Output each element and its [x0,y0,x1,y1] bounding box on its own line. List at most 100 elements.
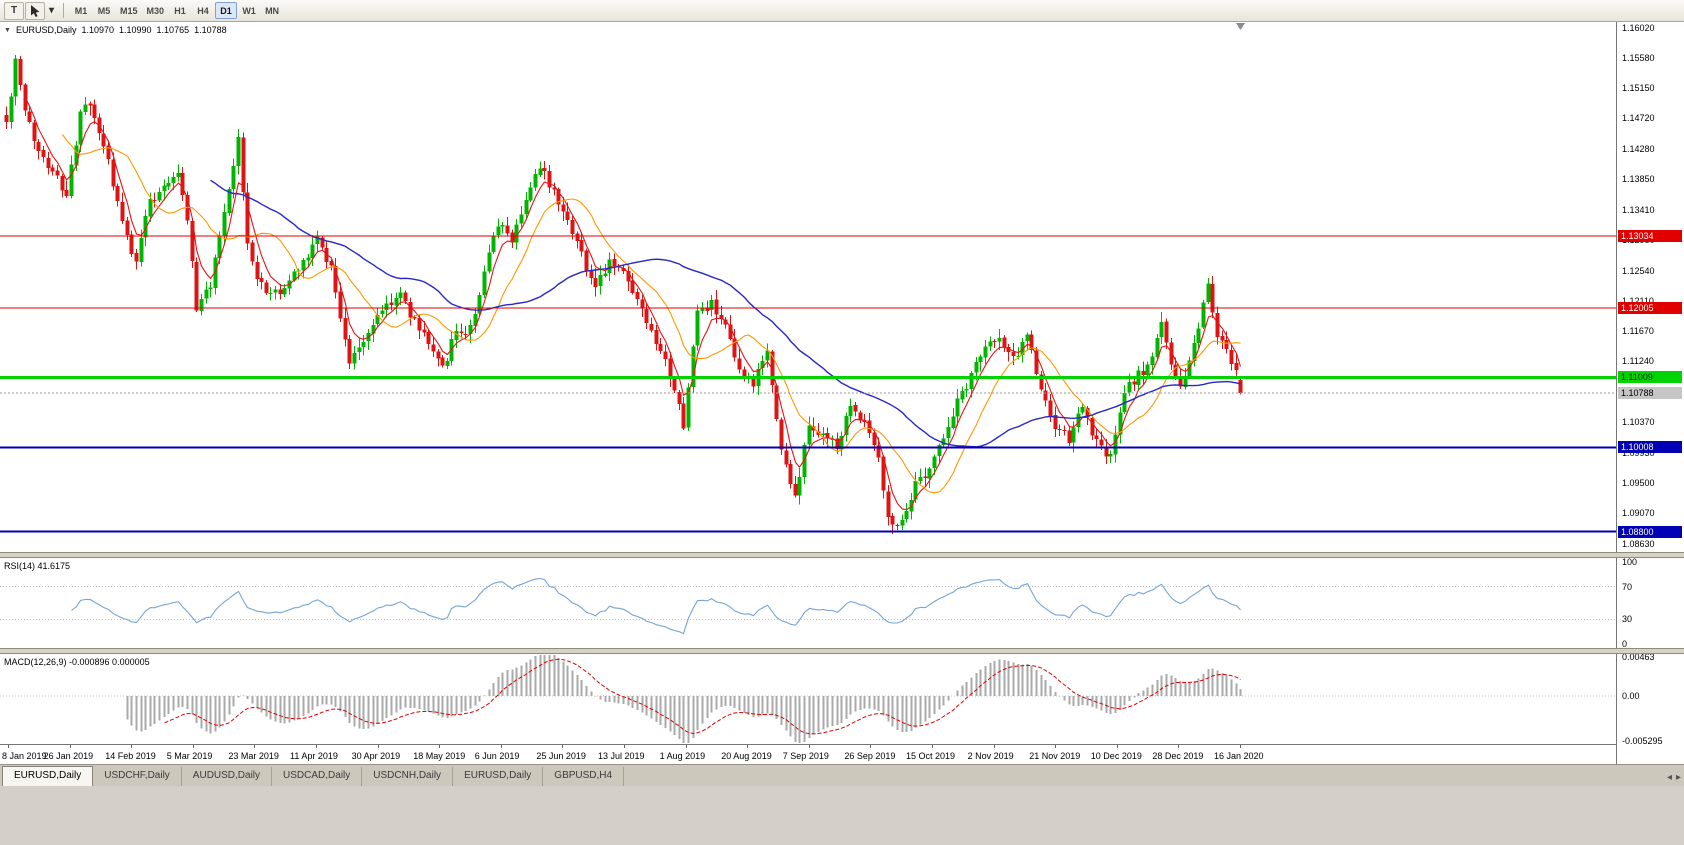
date-axis-label: 21 Nov 2019 [1029,751,1081,761]
chart-tab-USDCHF-Daily[interactable]: USDCHF,Daily [93,767,182,786]
date-axis-label: 14 Feb 2019 [105,751,156,761]
date-tick [70,745,71,748]
tab-scroll-right-icon[interactable]: ▸ [1675,772,1681,783]
macd-scale-label: -0.005295 [1622,736,1663,746]
date-tick [378,745,379,748]
price-level-badge-1.12005: 1.12005 [1618,301,1682,314]
price-scale-label: 1.14720 [1622,113,1655,124]
date-axis[interactable]: 8 Jan 2019 26 Jan 2019 14 Feb 2019 5 Mar 20… [0,744,1616,764]
toolbar: T ▾ M1 M5 M15 M30 H1 H4 D1 W1 MN [0,0,1684,22]
price-chart-canvas[interactable] [0,22,1616,552]
chart-tab-USDCAD-Daily[interactable]: USDCAD,Daily [272,767,363,786]
rsi-scale-label: 0 [1622,639,1628,649]
date-axis-label: 30 Apr 2019 [351,751,401,761]
panel-splitter-rsi[interactable] [0,552,1684,558]
date-axis-label: 11 Apr 2019 [290,751,338,761]
date-tick [254,745,255,748]
timeframe-button-M30[interactable]: M30 [143,2,169,19]
date-axis-label: 6 Jun 2019 [474,751,520,761]
price-scale-label: 1.10370 [1622,417,1655,428]
price-level-badge-1.13034: 1.13034 [1618,230,1682,243]
date-tick [932,745,933,748]
date-tick [747,745,748,748]
chart-tab-EURUSD-Daily[interactable]: EURUSD,Daily [453,767,544,786]
date-tick [501,745,502,748]
current-price-badge: 1.10788 [1618,386,1682,399]
macd-indicator-canvas[interactable] [0,654,1616,744]
rsi-indicator-label: RSI(14) 41.6175 [4,561,71,571]
rsi-scale-label: 70 [1622,581,1633,592]
date-tick [193,745,194,748]
price-scale-label: 1.16020 [1622,22,1655,33]
tool-dropdown-button[interactable]: ▾ [46,2,57,20]
price-scale-label: 1.12110 [1622,295,1654,306]
chart-tabs: EURUSD,Daily USDCHF,Daily AUDUSD,Daily USDC… [2,766,625,786]
price-scale[interactable]: 1.16020 1.15580 1.15150 1.14720 1.14280 1.138… [1616,22,1684,764]
timeframe-button-H1[interactable]: H1 [169,2,191,19]
timeframe-button-H4[interactable]: H4 [192,2,214,19]
date-axis-label: 8 Jan 2019 [2,751,47,761]
date-axis-label: 26 Jan 2019 [43,751,94,761]
timeframe-button-D1[interactable]: D1 [215,2,238,19]
price-scale-label: 1.08630 [1622,538,1655,549]
timeframe-button-W1[interactable]: W1 [238,2,260,19]
date-axis-label: 13 Jul 2019 [598,751,645,761]
price-scale-label: 1.15150 [1622,83,1655,94]
chart-title: ▼ EURUSD,Daily 1.10970 1.10990 1.10765 1… [4,25,227,35]
timeframe-button-MN[interactable]: MN [261,2,283,19]
text-tool-button[interactable]: T [4,1,24,20]
date-axis-label: 5 Mar 2019 [166,751,213,761]
price-level-badge-1.10008: 1.10008 [1618,441,1682,454]
date-axis-label: 15 Oct 2019 [906,751,956,761]
date-axis-label: 20 Aug 2019 [721,751,772,761]
cursor-tool-button[interactable] [25,1,45,20]
date-axis-label: 18 May 2019 [413,751,466,761]
chart-tab-USDCNH-Daily[interactable]: USDCNH,Daily [362,767,454,786]
timeframe-button-M1[interactable]: M1 [70,2,92,19]
price-scale-label: 1.09070 [1622,507,1655,518]
price-level-badge-1.11009: 1.11009 [1618,371,1682,384]
date-axis-label: 23 Mar 2019 [228,751,279,761]
timeframe-button-M15[interactable]: M15 [116,2,142,19]
date-tick [131,745,132,748]
chart-window: ▼ EURUSD,Daily 1.10970 1.10990 1.10765 1… [0,22,1684,764]
ohlc-low: 1.10765 [156,25,190,35]
date-axis-label: 2 Nov 2019 [967,751,1014,761]
ohlc-high: 1.10990 [119,25,152,35]
macd-scale-label: 0.00 [1622,691,1640,702]
chevron-down-icon: ▾ [49,5,55,16]
date-tick [316,745,317,748]
price-scale-label: 1.13410 [1622,204,1655,215]
date-tick [686,745,687,748]
chart-tab-AUDUSD-Daily[interactable]: AUDUSD,Daily [181,767,273,786]
date-tick [439,745,440,748]
date-axis-label: 1 Aug 2019 [659,751,706,761]
timeframe-group: M1 M5 M15 M30 H1 H4 D1 W1 MN [70,2,283,19]
rsi-scale-label: 100 [1622,557,1638,567]
date-axis-label: 28 Dec 2019 [1152,751,1204,761]
price-level-badge-1.08800: 1.08800 [1618,525,1682,538]
chart-tab-EURUSD-Daily[interactable]: EURUSD,Daily [2,766,94,786]
date-tick [562,745,563,748]
rsi-scale-label: 30 [1622,614,1633,625]
rsi-indicator-canvas[interactable] [0,558,1616,648]
ohlc-open: 1.10970 [81,25,114,35]
date-tick [624,745,625,748]
panel-splitter-macd[interactable] [0,648,1684,654]
toolbar-separator [63,3,65,18]
ohlc-close: 1.10788 [194,25,227,35]
price-scale-label: 1.13850 [1622,174,1655,185]
date-axis-label: 25 Jun 2019 [536,751,586,761]
date-tick [1178,745,1179,748]
collapse-chart-icon[interactable]: ▼ [4,26,11,34]
timeframe-button-M5[interactable]: M5 [93,2,115,19]
date-tick [809,745,810,748]
macd-scale-label: 0.00463 [1622,652,1655,662]
date-axis-label: 7 Sep 2019 [782,751,829,761]
macd-indicator-label: MACD(12,26,9) -0.000896 0.000005 [4,657,150,667]
chart-tab-GBPUSD-H4[interactable]: GBPUSD,H4 [543,767,625,786]
tab-scroll-left-icon[interactable]: ◂ [1666,772,1672,783]
date-tick [870,745,871,748]
price-scale-label: 1.15580 [1622,53,1655,64]
